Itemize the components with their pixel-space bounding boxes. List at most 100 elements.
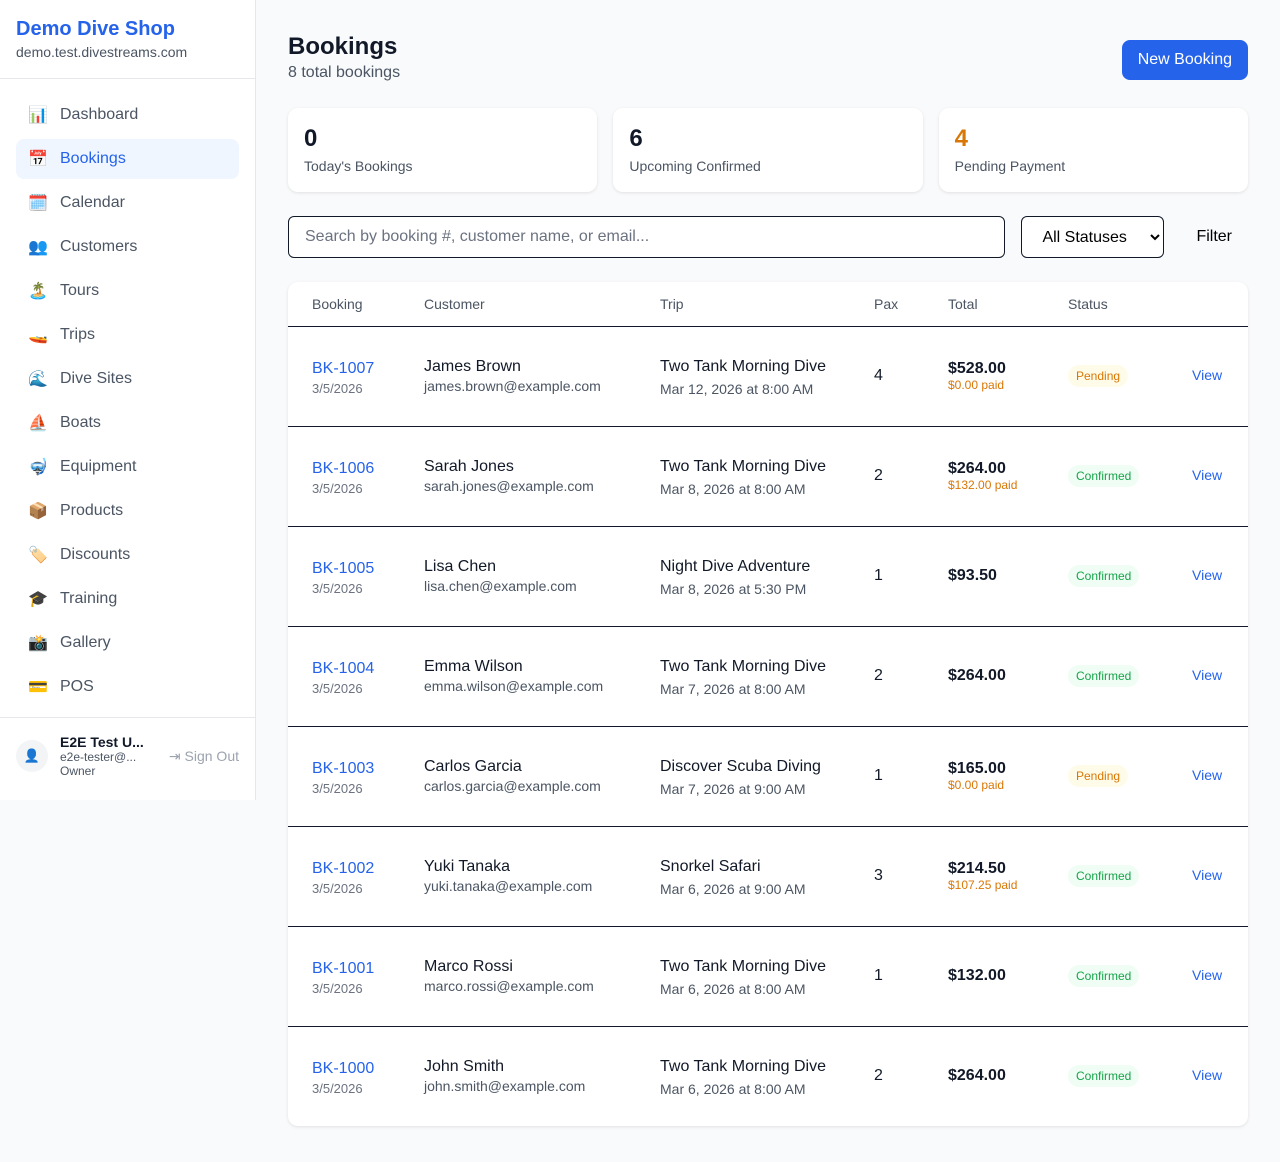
customer-email: emma.wilson@example.com (424, 678, 604, 694)
pax: 2 (862, 426, 936, 527)
column-header: Booking (288, 282, 412, 327)
new-booking-button[interactable]: New Booking (1121, 40, 1248, 80)
customer-email: lisa.chen@example.com (424, 578, 577, 594)
main-content: Bookings 8 total bookings New Booking 0 T… (288, 32, 1248, 1126)
status-badge: Confirmed (1068, 465, 1140, 487)
total-amount: $264.00 (948, 460, 1006, 477)
filters-bar: All Statuses Filter (288, 216, 1248, 258)
booking-link[interactable]: BK-1007 (312, 359, 375, 377)
sidebar-item-training[interactable]: 🎓 Training (16, 579, 239, 619)
stat-value: 0 (304, 125, 318, 152)
sidebar-item-pos[interactable]: 💳 POS (16, 667, 239, 707)
status-badge: Confirmed (1068, 965, 1140, 987)
view-link[interactable]: View (1192, 1067, 1223, 1084)
stat-value: 4 (954, 125, 969, 152)
bookings-table: Booking Customer Trip Pax Total Status BK-100… (288, 282, 1248, 1126)
customer-name: Carlos Garcia (424, 758, 522, 775)
booking-date: 3/5/2026 (312, 380, 363, 396)
booking-link[interactable]: BK-1003 (312, 759, 375, 777)
sidebar-item-customers[interactable]: 👥 Customers (16, 227, 239, 267)
calendar-icon: 📅 (28, 151, 48, 168)
table-row: BK-1007 3/5/2026 James Brown james.brown@e… (288, 326, 1248, 427)
total-amount: $132.00 (948, 967, 1006, 984)
filter-button[interactable]: Filter (1180, 228, 1248, 246)
view-link[interactable]: View (1192, 667, 1223, 683)
column-header (1180, 282, 1248, 327)
sidebar-item-discounts[interactable]: 🏷️ Discounts (16, 535, 239, 575)
booking-link[interactable]: BK-1005 (312, 559, 375, 577)
sidebar-item-products[interactable]: 📦 Products (16, 491, 239, 531)
trip-name: Two Tank Morning Dive (660, 1058, 826, 1076)
pax: 1 (862, 726, 936, 827)
tag-icon: 🏷️ (28, 547, 48, 564)
status-badge: Pending (1068, 365, 1129, 387)
table-row: BK-1001 3/5/2026 Marco Rossi marco.rossi@e… (288, 926, 1248, 1027)
booking-date: 3/5/2026 (312, 880, 363, 896)
graduation-cap-icon: 🎓 (28, 591, 48, 608)
column-header: Customer (412, 282, 648, 327)
camera-icon: 📸 (28, 635, 48, 652)
status-badge: Confirmed (1068, 565, 1140, 587)
sidebar-item-label: Tours (60, 282, 100, 299)
sidebar-item-label: POS (60, 678, 94, 695)
customer-name: Emma Wilson (424, 658, 523, 675)
sidebar-item-boats[interactable]: ⛵ Boats (16, 403, 239, 443)
status-badge: Confirmed (1068, 665, 1140, 687)
customer-email: john.smith@example.com (424, 1078, 586, 1095)
status-select[interactable]: All Statuses (1021, 216, 1165, 258)
table-row: BK-1002 3/5/2026 Yuki Tanaka yuki.tanaka@e… (288, 826, 1248, 927)
booking-date: 3/5/2026 (312, 580, 363, 596)
sidebar-item-dive-sites[interactable]: 🌊 Dive Sites (16, 359, 239, 399)
search-input[interactable] (288, 216, 1006, 258)
credit-card-icon: 💳 (28, 679, 48, 696)
stat-label: Today's Bookings (304, 158, 413, 174)
table-row: BK-1003 3/5/2026 Carlos Garcia carlos.garc… (288, 726, 1248, 827)
trip-name: Snorkel Safari (660, 858, 761, 875)
sidebar-item-label: Gallery (60, 634, 111, 651)
total-amount: $528.00 (948, 360, 1006, 377)
trip-name: Night Dive Adventure (660, 558, 811, 575)
sidebar-item-trips[interactable]: 🚤 Trips (16, 315, 239, 355)
sidebar-item-label: Boats (60, 414, 101, 431)
customer-email: marco.rossi@example.com (424, 978, 594, 994)
trip-time: Mar 7, 2026 at 9:00 AM (660, 781, 806, 797)
user-name: E2E Test U... (60, 734, 144, 750)
user-email: e2e-tester@... (60, 750, 137, 764)
view-link[interactable]: View (1192, 467, 1223, 483)
booking-link[interactable]: BK-1004 (312, 659, 375, 677)
column-header: Total (936, 282, 1056, 327)
view-link[interactable]: View (1192, 367, 1223, 383)
pax: 2 (862, 626, 936, 727)
view-link[interactable]: View (1192, 867, 1223, 883)
sidebar-item-bookings[interactable]: 📅 Bookings (16, 139, 239, 179)
user-avatar-icon: 👤 (16, 740, 48, 772)
sidebar-item-label: Customers (60, 238, 138, 255)
pax: 3 (862, 826, 936, 927)
sidebar-item-equipment[interactable]: 🤿 Equipment (16, 447, 239, 487)
users-icon: 👥 (28, 239, 48, 256)
trip-name: Two Tank Morning Dive (660, 958, 826, 975)
diving-mask-icon: 🤿 (28, 459, 48, 476)
view-link[interactable]: View (1192, 567, 1223, 583)
total-amount: $264.00 (948, 1067, 1006, 1085)
view-link[interactable]: View (1192, 767, 1223, 783)
booking-link[interactable]: BK-1002 (312, 859, 375, 877)
booking-link[interactable]: BK-1000 (312, 1059, 375, 1077)
trip-name: Two Tank Morning Dive (660, 658, 826, 675)
view-link[interactable]: View (1192, 967, 1223, 983)
sidebar-item-dashboard[interactable]: 📊 Dashboard (16, 95, 239, 135)
sign-out-button[interactable]: ⇥ Sign Out (169, 748, 239, 765)
sidebar-item-label: Discounts (60, 546, 131, 563)
sidebar-item-tours[interactable]: 🏝️ Tours (16, 271, 239, 311)
sign-out-label: Sign Out (184, 747, 239, 764)
sidebar-item-gallery[interactable]: 📸 Gallery (16, 623, 239, 663)
customer-name: Sarah Jones (424, 458, 514, 475)
booking-link[interactable]: BK-1001 (312, 959, 375, 977)
booking-link[interactable]: BK-1006 (312, 459, 375, 477)
column-header: Pax (862, 282, 936, 327)
trip-time: Mar 6, 2026 at 8:00 AM (660, 981, 806, 997)
trip-name: Two Tank Morning Dive (660, 458, 826, 475)
sidebar-item-calendar[interactable]: 🗓️ Calendar (16, 183, 239, 223)
brand-domain: demo.test.divestreams.com (16, 44, 188, 60)
booking-date: 3/5/2026 (312, 780, 363, 796)
